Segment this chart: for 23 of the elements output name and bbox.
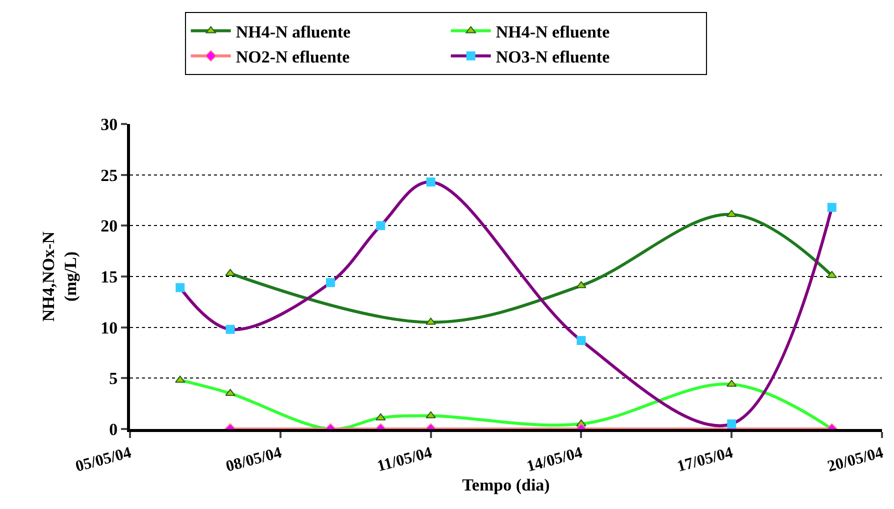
y-tick-label: 30 (100, 114, 118, 134)
y-tick-label: 25 (100, 166, 118, 185)
point (826, 270, 837, 278)
y-tick-label: 0 (109, 420, 118, 439)
point (576, 281, 586, 288)
x-tick-label: 17/05/04 (675, 444, 735, 476)
x-axis-title: Tempo (dia) (462, 476, 550, 495)
y-axis-title: NH4,NOx-N (mg/L) (39, 230, 80, 322)
point (426, 318, 436, 325)
x-tick-label: 08/05/04 (224, 444, 284, 476)
x-tick-label: 14/05/04 (524, 444, 584, 476)
y-tick-label: 15 (100, 267, 118, 286)
y-tick-label: 5 (109, 369, 118, 388)
legend-label: NO2-N efluente (236, 47, 350, 66)
legend-label: NO3-N efluente (496, 47, 610, 66)
point (225, 268, 236, 276)
legend-label: NH4-N afluente (236, 22, 352, 42)
x-tick-label: 11/05/04 (375, 444, 434, 476)
x-tick-label: 05/05/04 (74, 444, 134, 476)
x-tick-label: 20/05/04 (826, 444, 886, 476)
y-tick-label: 10 (100, 318, 118, 338)
y-tick-label: 20 (100, 216, 118, 236)
legend-label: NH4-N efluente (496, 22, 610, 42)
